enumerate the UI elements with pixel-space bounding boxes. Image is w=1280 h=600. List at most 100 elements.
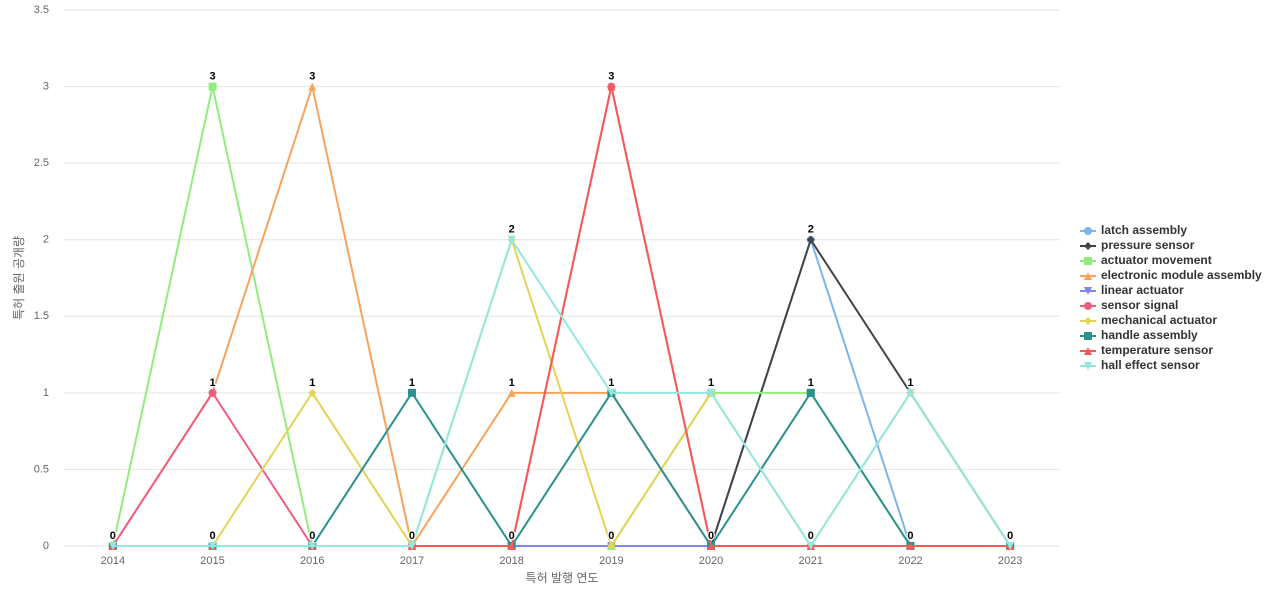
point	[407, 542, 416, 550]
data-label: 0	[608, 530, 614, 542]
x-tick-label: 2017	[400, 555, 424, 567]
x-tick-label: 2023	[998, 555, 1022, 567]
data-label: 0	[1007, 530, 1013, 542]
legend-marker	[1084, 302, 1092, 310]
data-label: 0	[209, 530, 215, 542]
data-label: 0	[708, 530, 714, 542]
data-label: 0	[409, 530, 415, 542]
data-label: 0	[1007, 530, 1013, 542]
point	[108, 542, 117, 550]
point	[906, 542, 915, 550]
data-label: 0	[409, 530, 415, 542]
data-label: 0	[509, 530, 515, 542]
legend-marker	[1084, 362, 1092, 370]
data-label: 0	[409, 530, 415, 542]
legend-marker	[1084, 257, 1092, 265]
series-line	[112, 237, 1011, 548]
point	[507, 542, 516, 550]
legend-label: latch assembly	[1101, 223, 1187, 237]
data-label: 0	[110, 530, 116, 542]
data-label: 0	[110, 530, 116, 542]
data-label: 0	[708, 530, 714, 542]
point	[806, 235, 815, 244]
point	[806, 542, 815, 550]
data-label: 0	[309, 530, 315, 542]
data-label: 0	[110, 530, 116, 542]
data-label: 1	[907, 377, 913, 389]
data-label: 0	[1007, 530, 1013, 542]
legend-label: handle assembly	[1101, 328, 1198, 342]
x-tick-label: 2015	[200, 555, 224, 567]
data-label: 0	[509, 530, 515, 542]
data-label: 0	[907, 530, 913, 542]
data-label: 0	[808, 530, 814, 542]
data-label: 1	[509, 377, 515, 389]
point	[407, 388, 416, 397]
data-label: 0	[409, 530, 415, 542]
legend-marker	[1084, 287, 1092, 295]
data-label: 0	[309, 530, 315, 542]
point	[308, 542, 317, 550]
legend-label: pressure sensor	[1101, 238, 1195, 252]
data-label: 0	[1007, 530, 1013, 542]
data-label: 0	[409, 530, 415, 542]
data-label: 0	[907, 530, 913, 542]
data-label: 2	[509, 224, 515, 236]
y-tick-label: 0	[43, 540, 49, 552]
data-label: 0	[608, 530, 614, 542]
point	[208, 542, 217, 550]
data-label: 1	[608, 377, 614, 389]
point	[507, 388, 516, 397]
legend-label: hall effect sensor	[1101, 358, 1200, 372]
data-label: 2	[509, 224, 515, 236]
legend-label: sensor signal	[1101, 298, 1178, 312]
data-label: 0	[209, 530, 215, 542]
data-label: 1	[608, 377, 614, 389]
data-label: 0	[309, 530, 315, 542]
y-tick-label: 3.5	[34, 4, 49, 16]
data-label: 0	[409, 530, 415, 542]
x-tick-label: 2022	[898, 555, 922, 567]
data-label: 0	[907, 530, 913, 542]
data-label: 0	[509, 530, 515, 542]
data-label: 0	[907, 530, 913, 542]
data-label: 0	[110, 530, 116, 542]
legend-marker	[1084, 317, 1092, 325]
data-label: 0	[110, 530, 116, 542]
data-label: 0	[309, 530, 315, 542]
data-label: 1	[808, 377, 814, 389]
data-label: 0	[309, 530, 315, 542]
x-tick-label: 2020	[699, 555, 723, 567]
data-label: 1	[309, 377, 315, 389]
x-tick-label: 2019	[599, 555, 623, 567]
legend-marker	[1084, 227, 1092, 235]
data-label: 0	[1007, 530, 1013, 542]
data-label: 0	[209, 530, 215, 542]
data-label: 0	[708, 530, 714, 542]
data-label: 3	[309, 70, 315, 82]
data-label: 0	[110, 530, 116, 542]
data-label: 0	[1007, 530, 1013, 542]
legend-label: temperature sensor	[1101, 343, 1213, 357]
data-label: 0	[509, 530, 515, 542]
legend-marker	[1084, 272, 1092, 280]
data-label: 0	[209, 530, 215, 542]
data-label: 1	[409, 377, 415, 389]
data-label: 3	[608, 70, 614, 82]
data-label: 0	[907, 530, 913, 542]
x-tick-label: 2018	[499, 555, 523, 567]
data-label: 0	[708, 530, 714, 542]
data-label: 1	[708, 377, 714, 389]
data-label: 1	[907, 377, 913, 389]
legend-marker	[1084, 242, 1092, 250]
data-label: 0	[409, 530, 415, 542]
data-label: 0	[309, 530, 315, 542]
legend-label: actuator movement	[1101, 253, 1212, 267]
data-label: 0	[509, 530, 515, 542]
data-label: 2	[808, 224, 814, 236]
legend-label: mechanical actuator	[1101, 313, 1217, 327]
data-label: 0	[708, 530, 714, 542]
y-tick-label: 3	[43, 80, 49, 92]
y-axis-title: 특허 출원 공개량	[12, 236, 26, 320]
data-label: 0	[110, 530, 116, 542]
